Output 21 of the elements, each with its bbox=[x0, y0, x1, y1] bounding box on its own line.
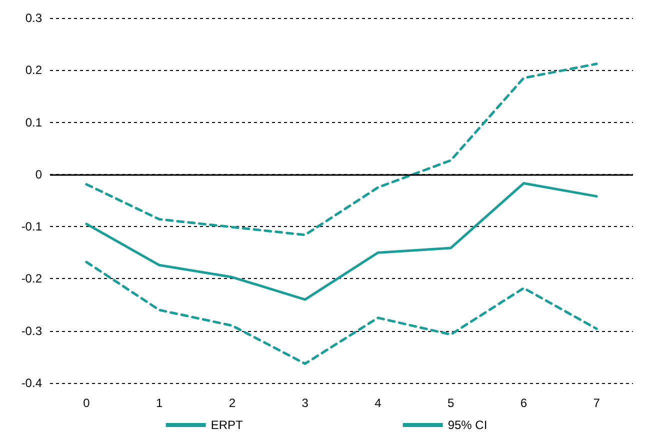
y-tick-label: 0.1 bbox=[25, 115, 42, 130]
y-tick-label: -0.3 bbox=[21, 324, 42, 338]
y-tick-label: -0.4 bbox=[21, 376, 42, 390]
line-series bbox=[85, 260, 598, 365]
x-tick-label: 3 bbox=[302, 396, 309, 410]
y-tick-label: 0 bbox=[35, 167, 42, 182]
y-tick-label: 0.2 bbox=[25, 63, 42, 78]
x-tick-label: 4 bbox=[374, 396, 382, 410]
x-tick-label: 1 bbox=[156, 396, 163, 410]
x-tick-label: 5 bbox=[447, 396, 454, 410]
x-tick-label: 2 bbox=[228, 396, 236, 410]
line-series bbox=[85, 182, 598, 301]
x-tick-label: 0 bbox=[83, 396, 90, 410]
legend-label: ERPT bbox=[210, 418, 244, 432]
y-tick-label: -0.2 bbox=[21, 272, 42, 286]
x-tick-label: 6 bbox=[520, 396, 528, 410]
legend-label: 95% CI bbox=[448, 418, 488, 432]
line-series bbox=[85, 62, 598, 236]
y-tick-label: -0.1 bbox=[21, 220, 42, 234]
x-tick-label: 7 bbox=[593, 396, 600, 410]
y-tick-label: 0.3 bbox=[25, 11, 42, 25]
